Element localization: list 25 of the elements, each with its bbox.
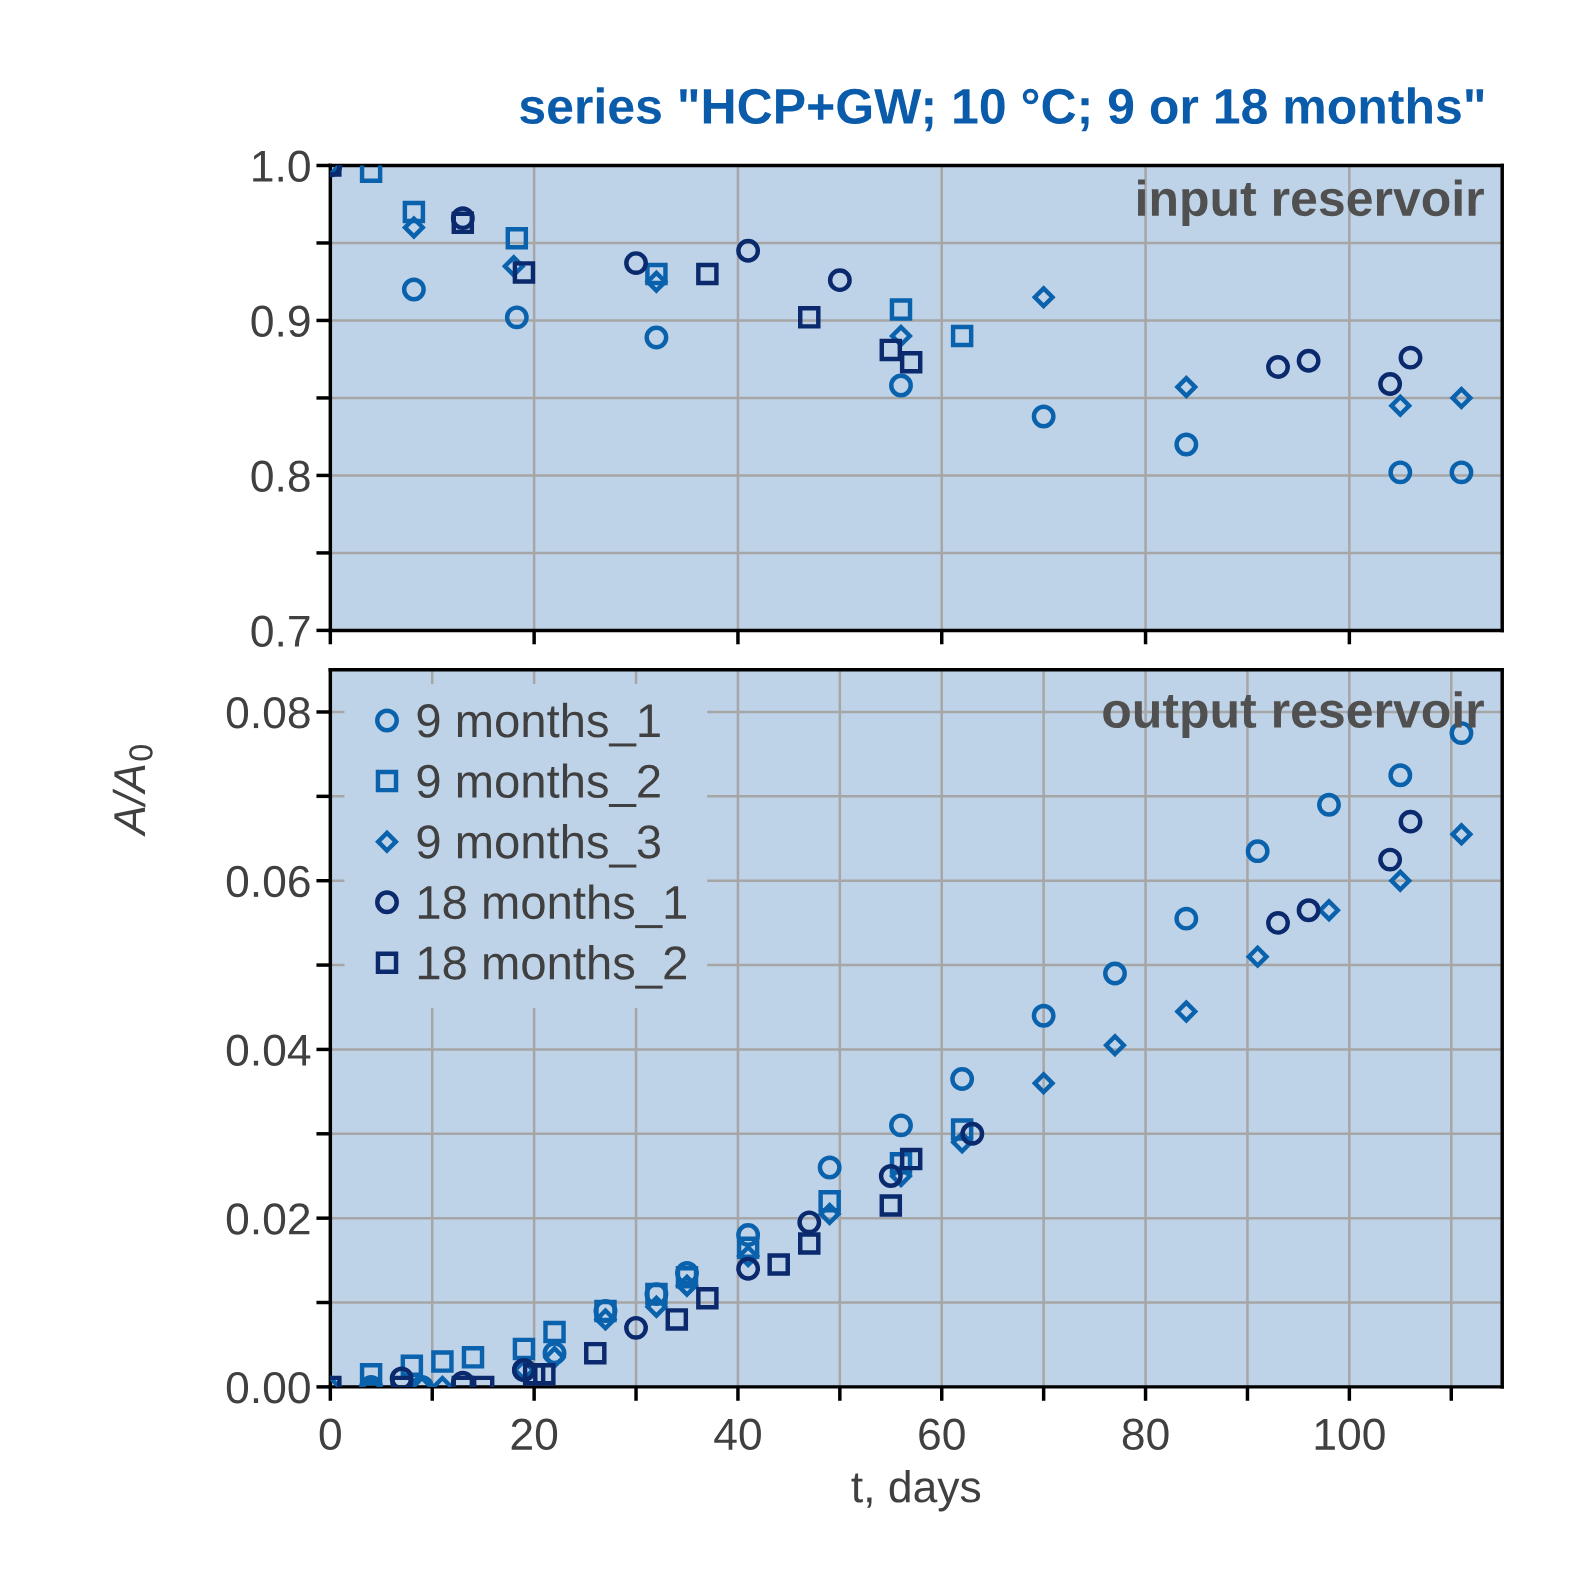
legend-label: 9 months_1 [417, 702, 660, 747]
x-tick-label: 80 [1122, 1418, 1169, 1451]
y-tick-label: 0.7 [251, 615, 310, 647]
x-tick-label: 100 [1315, 1418, 1385, 1451]
x-tick-label: 40 [714, 1418, 761, 1451]
annotation: output reservoir [1103, 691, 1484, 738]
y-tick-label: 0.8 [251, 460, 310, 492]
legend-label: 18 months_2 [418, 945, 686, 989]
x-tick-label: 0 [319, 1418, 341, 1451]
y-tick-label: 0.06 [226, 865, 310, 898]
y-tick-label: 0.00 [226, 1371, 310, 1404]
x-tick-label: 20 [511, 1418, 558, 1451]
y-tick-label: 0.02 [226, 1203, 310, 1235]
y-axis-title: A/A$_{0}$ [112, 744, 153, 837]
chart-title: series "HCP+GW; 10 °C; 9 or 18 months" [520, 87, 1484, 132]
annotation: input reservoir [1138, 179, 1484, 227]
legend-label: 9 months_3 [417, 823, 661, 868]
legend-label: 18 months_1 [418, 884, 687, 929]
y-tick-label: 0.04 [226, 1034, 311, 1066]
x-axis-title: t, days [851, 1469, 981, 1512]
legend-label: 9 months_2 [417, 763, 660, 808]
y-tick-label: 1.0 [253, 150, 310, 183]
x-tick-label: 60 [919, 1418, 965, 1451]
y-tick-label: 0.08 [226, 697, 310, 729]
y-tick-label: 0.9 [251, 305, 310, 337]
